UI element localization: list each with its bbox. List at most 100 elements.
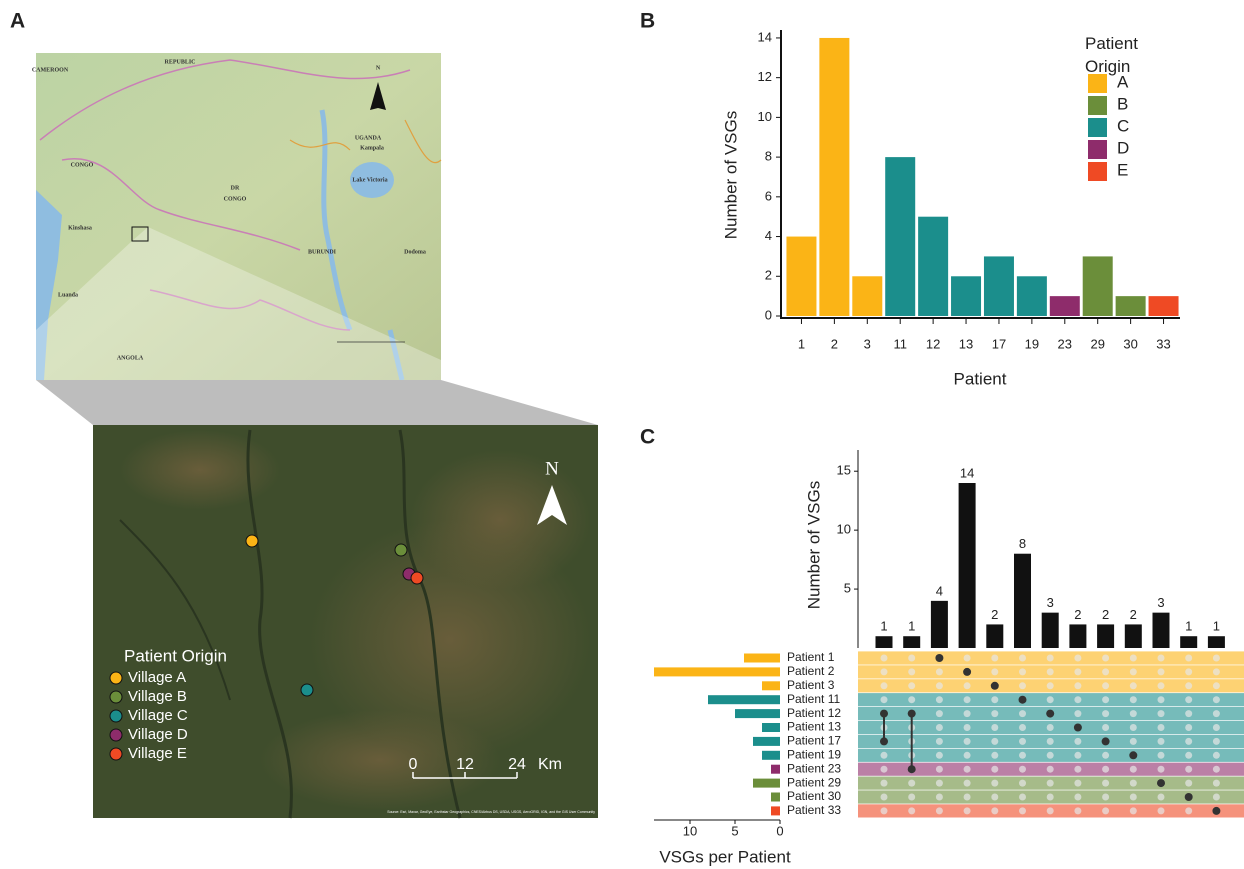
matrix-dot-empty bbox=[936, 766, 943, 773]
bar bbox=[903, 636, 920, 648]
y-tick-label: 10 bbox=[758, 109, 772, 124]
matrix-dot-empty bbox=[1158, 710, 1165, 717]
value-label: 2 bbox=[1102, 607, 1109, 622]
map-label: ANGOLA bbox=[117, 355, 144, 361]
matrix-dot-empty bbox=[964, 807, 971, 814]
matrix-dot-empty bbox=[1185, 724, 1192, 731]
y-axis-label: Number of VSGs bbox=[721, 111, 740, 240]
matrix-dot-empty bbox=[936, 682, 943, 689]
legend-title: Patient Origin bbox=[1085, 32, 1155, 78]
page: { "map": { "label": "A", "overview_label… bbox=[0, 0, 1244, 869]
y-tick-label: 6 bbox=[765, 188, 772, 203]
matrix-dot-empty bbox=[1130, 710, 1137, 717]
matrix-dot-empty bbox=[1130, 696, 1137, 703]
matrix-dot bbox=[963, 668, 971, 676]
panel-label: C bbox=[640, 426, 655, 449]
y-tick-label: 8 bbox=[765, 149, 772, 164]
bar bbox=[951, 276, 981, 316]
matrix-dot-empty bbox=[1074, 752, 1081, 759]
matrix-dot-empty bbox=[1213, 780, 1220, 787]
matrix-dot-empty bbox=[908, 780, 915, 787]
matrix-dot-empty bbox=[1102, 752, 1109, 759]
set-size-bar bbox=[771, 793, 780, 802]
matrix-dot-empty bbox=[1213, 668, 1220, 675]
bar bbox=[819, 38, 849, 316]
bar bbox=[1153, 613, 1170, 648]
value-label: 4 bbox=[936, 583, 943, 598]
matrix-dot-empty bbox=[1158, 738, 1165, 745]
figure: A REPUBLICCAMEROONCONGODRCONGOUGANDABURU… bbox=[0, 0, 1244, 869]
matrix-dot-empty bbox=[1213, 696, 1220, 703]
village-marker bbox=[411, 572, 423, 584]
matrix-dot-empty bbox=[881, 682, 888, 689]
set-size-bar bbox=[762, 751, 780, 760]
matrix-dot-empty bbox=[1130, 780, 1137, 787]
set-size-bar bbox=[762, 681, 780, 690]
set-label: Patient 1 bbox=[787, 650, 835, 664]
legend-label: Village A bbox=[128, 669, 186, 686]
set-size-tick-label: 0 bbox=[776, 823, 783, 838]
bar bbox=[786, 237, 816, 316]
y-tick-label: 12 bbox=[758, 69, 772, 84]
matrix-dot-empty bbox=[908, 794, 915, 801]
matrix-dot-empty bbox=[1047, 766, 1054, 773]
value-label: 3 bbox=[1157, 595, 1164, 610]
matrix-dot-empty bbox=[1019, 710, 1026, 717]
matrix-dot-empty bbox=[1185, 780, 1192, 787]
matrix-dot-empty bbox=[936, 710, 943, 717]
matrix-dot-empty bbox=[1213, 710, 1220, 717]
matrix-dot-empty bbox=[1074, 710, 1081, 717]
matrix-dot-empty bbox=[991, 794, 998, 801]
matrix-dot-empty bbox=[936, 738, 943, 745]
matrix-dot bbox=[1074, 724, 1082, 732]
scale-tick-label: 0 bbox=[409, 756, 418, 773]
matrix-dot-empty bbox=[1019, 738, 1026, 745]
matrix-dot-empty bbox=[1074, 766, 1081, 773]
matrix-dot-empty bbox=[1047, 668, 1054, 675]
matrix-dot-empty bbox=[991, 724, 998, 731]
matrix-dot-empty bbox=[936, 807, 943, 814]
matrix-dot-empty bbox=[1047, 696, 1054, 703]
value-label: 8 bbox=[1019, 536, 1026, 551]
legend-title: Patient Origin bbox=[124, 646, 227, 665]
bar bbox=[1083, 256, 1113, 316]
matrix-dot-empty bbox=[991, 696, 998, 703]
matrix-dot-empty bbox=[1047, 724, 1054, 731]
bar bbox=[1097, 624, 1114, 648]
matrix-dot-empty bbox=[881, 696, 888, 703]
map-label: BURUNDI bbox=[308, 249, 337, 255]
matrix-dot-empty bbox=[1074, 696, 1081, 703]
map-label: CAMEROON bbox=[32, 67, 69, 73]
x-tick-label: 3 bbox=[864, 336, 871, 351]
set-label: Patient 12 bbox=[787, 706, 841, 720]
legend-label: D bbox=[1117, 138, 1129, 157]
matrix-dot-empty bbox=[1130, 794, 1137, 801]
matrix-dot-empty bbox=[991, 668, 998, 675]
panel-label: A bbox=[10, 10, 25, 33]
matrix-dot-empty bbox=[1074, 807, 1081, 814]
matrix-dot-empty bbox=[881, 794, 888, 801]
x-tick-label: 12 bbox=[926, 336, 940, 351]
map-label: Dodoma bbox=[404, 249, 426, 255]
set-size-bar bbox=[654, 667, 780, 676]
matrix-dot-empty bbox=[908, 682, 915, 689]
matrix-dot-empty bbox=[1185, 766, 1192, 773]
matrix-dot-empty bbox=[964, 794, 971, 801]
matrix-dot-empty bbox=[1102, 724, 1109, 731]
bar bbox=[852, 276, 882, 316]
set-label: Patient 33 bbox=[787, 803, 841, 817]
y-axis-label: Number of VSGs bbox=[804, 481, 823, 610]
village-marker bbox=[301, 684, 313, 696]
legend-label: E bbox=[1117, 160, 1128, 179]
set-size-tick-label: 10 bbox=[683, 823, 697, 838]
set-label: Patient 17 bbox=[787, 734, 841, 748]
set-size-bar bbox=[762, 723, 780, 732]
matrix-dot-empty bbox=[964, 766, 971, 773]
bar bbox=[1180, 636, 1197, 648]
matrix-dot-empty bbox=[991, 738, 998, 745]
matrix-dot-empty bbox=[1019, 724, 1026, 731]
matrix-dot-empty bbox=[1102, 780, 1109, 787]
bar bbox=[986, 624, 1003, 648]
matrix-dot-empty bbox=[964, 780, 971, 787]
matrix-dot-empty bbox=[1158, 752, 1165, 759]
